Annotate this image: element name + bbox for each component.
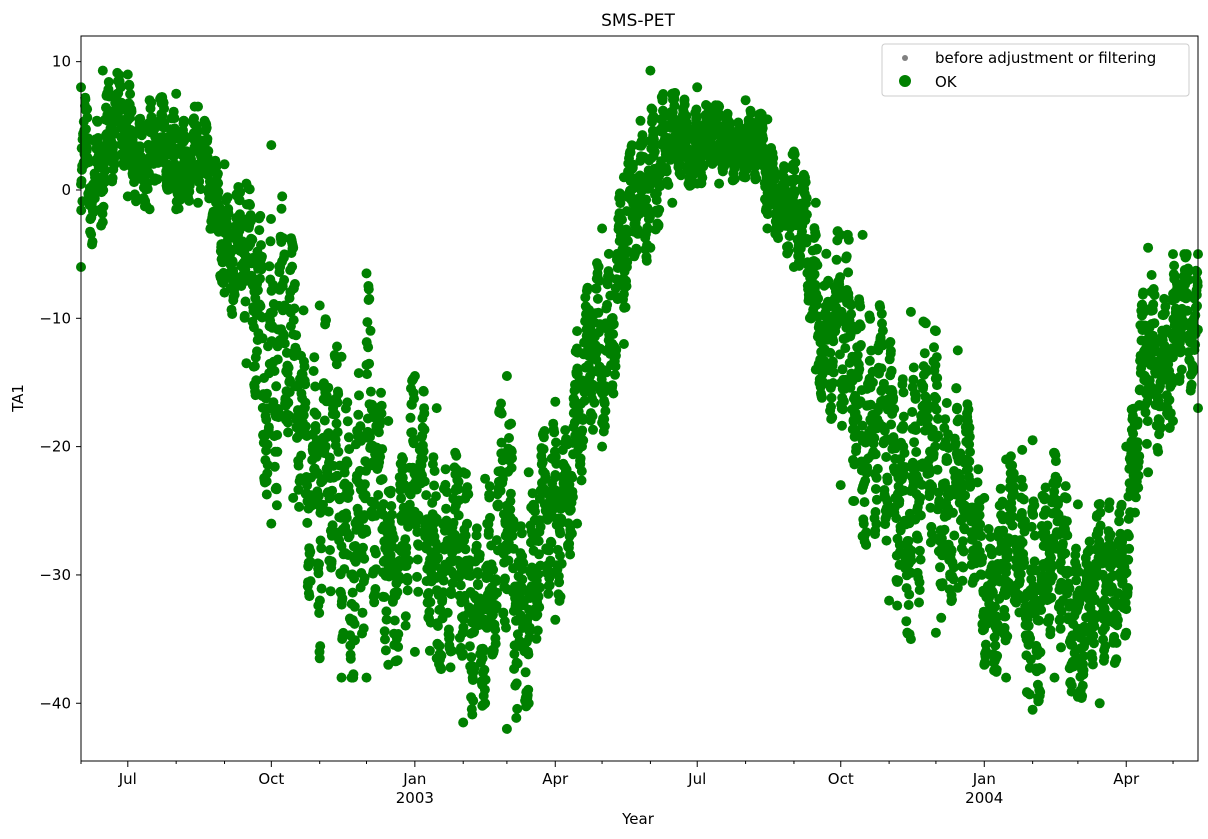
point-ok xyxy=(82,104,93,115)
chart-title: SMS-PET xyxy=(601,11,675,31)
point-ok xyxy=(98,201,109,212)
point-ok xyxy=(82,112,93,123)
point-ok xyxy=(80,94,91,105)
plot-area xyxy=(76,65,1203,734)
point-ok xyxy=(126,106,137,117)
point-ok xyxy=(98,185,109,196)
series-ok-points xyxy=(76,65,1203,734)
point-ok xyxy=(125,89,136,99)
point-ok xyxy=(87,236,98,247)
point-ok xyxy=(103,77,114,87)
point-ok xyxy=(80,124,91,135)
point-ok xyxy=(107,173,118,183)
point-ok xyxy=(115,82,126,93)
